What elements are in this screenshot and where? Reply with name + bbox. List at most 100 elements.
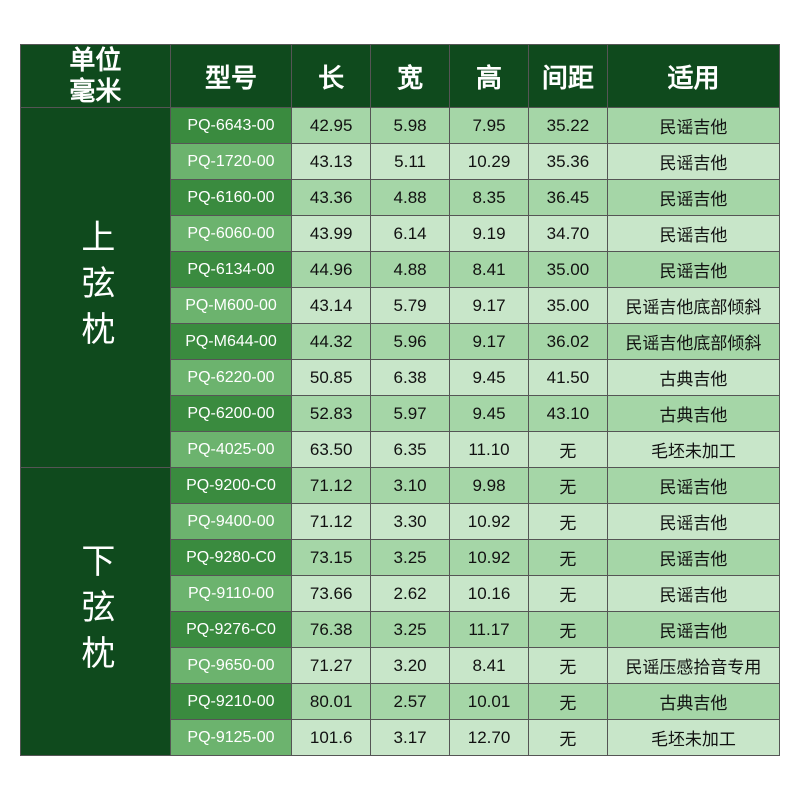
spacing-cell: 无: [528, 576, 607, 612]
model-cell: PQ-9650-00: [170, 648, 291, 684]
width-cell: 5.98: [371, 108, 450, 144]
length-cell: 44.96: [292, 252, 371, 288]
app-cell: 民谣吉他: [607, 108, 779, 144]
width-cell: 4.88: [371, 180, 450, 216]
length-cell: 42.95: [292, 108, 371, 144]
spacing-cell: 35.00: [528, 288, 607, 324]
model-cell: PQ-9276-C0: [170, 612, 291, 648]
model-cell: PQ-1720-00: [170, 144, 291, 180]
model-cell: PQ-9280-C0: [170, 540, 291, 576]
spacing-cell: 无: [528, 540, 607, 576]
model-cell: PQ-M600-00: [170, 288, 291, 324]
model-cell: PQ-6220-00: [170, 360, 291, 396]
length-cell: 80.01: [292, 684, 371, 720]
width-cell: 4.88: [371, 252, 450, 288]
model-cell: PQ-4025-00: [170, 432, 291, 468]
height-cell: 10.01: [450, 684, 529, 720]
table-body: 上弦枕PQ-6643-0042.955.987.9535.22民谣吉他PQ-17…: [21, 108, 780, 756]
length-cell: 101.6: [292, 720, 371, 756]
height-cell: 9.19: [450, 216, 529, 252]
height-cell: 11.17: [450, 612, 529, 648]
width-cell: 5.11: [371, 144, 450, 180]
spacing-cell: 无: [528, 432, 607, 468]
height-cell: 11.10: [450, 432, 529, 468]
width-cell: 5.97: [371, 396, 450, 432]
length-cell: 43.99: [292, 216, 371, 252]
length-cell: 71.12: [292, 504, 371, 540]
spacing-cell: 35.36: [528, 144, 607, 180]
spacing-cell: 无: [528, 648, 607, 684]
model-cell: PQ-6134-00: [170, 252, 291, 288]
height-cell: 8.35: [450, 180, 529, 216]
width-cell: 2.62: [371, 576, 450, 612]
length-cell: 52.83: [292, 396, 371, 432]
width-cell: 3.10: [371, 468, 450, 504]
app-cell: 民谣吉他底部倾斜: [607, 288, 779, 324]
length-cell: 43.14: [292, 288, 371, 324]
model-cell: PQ-9125-00: [170, 720, 291, 756]
col-height: 高: [450, 44, 529, 107]
model-cell: PQ-6200-00: [170, 396, 291, 432]
height-cell: 9.17: [450, 324, 529, 360]
model-cell: PQ-6060-00: [170, 216, 291, 252]
width-cell: 3.20: [371, 648, 450, 684]
width-cell: 6.14: [371, 216, 450, 252]
spacing-cell: 无: [528, 468, 607, 504]
width-cell: 3.25: [371, 540, 450, 576]
height-cell: 9.98: [450, 468, 529, 504]
spacing-cell: 41.50: [528, 360, 607, 396]
col-width: 宽: [371, 44, 450, 107]
section-label: 上弦枕: [21, 108, 171, 468]
app-cell: 古典吉他: [607, 684, 779, 720]
app-cell: 民谣吉他: [607, 612, 779, 648]
model-cell: PQ-9400-00: [170, 504, 291, 540]
app-cell: 民谣吉他底部倾斜: [607, 324, 779, 360]
model-cell: PQ-9200-C0: [170, 468, 291, 504]
model-cell: PQ-9110-00: [170, 576, 291, 612]
length-cell: 50.85: [292, 360, 371, 396]
model-cell: PQ-M644-00: [170, 324, 291, 360]
length-cell: 43.36: [292, 180, 371, 216]
height-cell: 9.45: [450, 396, 529, 432]
app-cell: 民谣吉他: [607, 504, 779, 540]
length-cell: 71.27: [292, 648, 371, 684]
height-cell: 10.16: [450, 576, 529, 612]
app-cell: 民谣吉他: [607, 180, 779, 216]
height-cell: 7.95: [450, 108, 529, 144]
spacing-cell: 35.22: [528, 108, 607, 144]
unit-label-1: 单位: [69, 45, 121, 75]
spacing-cell: 35.00: [528, 252, 607, 288]
app-cell: 民谣吉他: [607, 144, 779, 180]
width-cell: 6.35: [371, 432, 450, 468]
width-cell: 5.96: [371, 324, 450, 360]
app-cell: 民谣吉他: [607, 252, 779, 288]
length-cell: 73.66: [292, 576, 371, 612]
model-cell: PQ-6643-00: [170, 108, 291, 144]
height-cell: 10.92: [450, 540, 529, 576]
app-cell: 民谣压感拾音专用: [607, 648, 779, 684]
app-cell: 民谣吉他: [607, 216, 779, 252]
model-cell: PQ-9210-00: [170, 684, 291, 720]
app-cell: 毛坯未加工: [607, 432, 779, 468]
height-cell: 8.41: [450, 648, 529, 684]
app-cell: 古典吉他: [607, 360, 779, 396]
width-cell: 3.30: [371, 504, 450, 540]
unit-label-2: 毫米: [69, 76, 121, 106]
corner-cell: 单位 毫米: [21, 44, 171, 107]
length-cell: 76.38: [292, 612, 371, 648]
table-header: 单位 毫米 型号 长 宽 高 间距 适用: [21, 44, 780, 107]
height-cell: 8.41: [450, 252, 529, 288]
height-cell: 9.45: [450, 360, 529, 396]
height-cell: 10.92: [450, 504, 529, 540]
height-cell: 9.17: [450, 288, 529, 324]
length-cell: 73.15: [292, 540, 371, 576]
model-cell: PQ-6160-00: [170, 180, 291, 216]
col-spacing: 间距: [528, 44, 607, 107]
app-cell: 民谣吉他: [607, 540, 779, 576]
width-cell: 2.57: [371, 684, 450, 720]
col-model: 型号: [170, 44, 291, 107]
height-cell: 10.29: [450, 144, 529, 180]
app-cell: 民谣吉他: [607, 576, 779, 612]
width-cell: 6.38: [371, 360, 450, 396]
length-cell: 43.13: [292, 144, 371, 180]
